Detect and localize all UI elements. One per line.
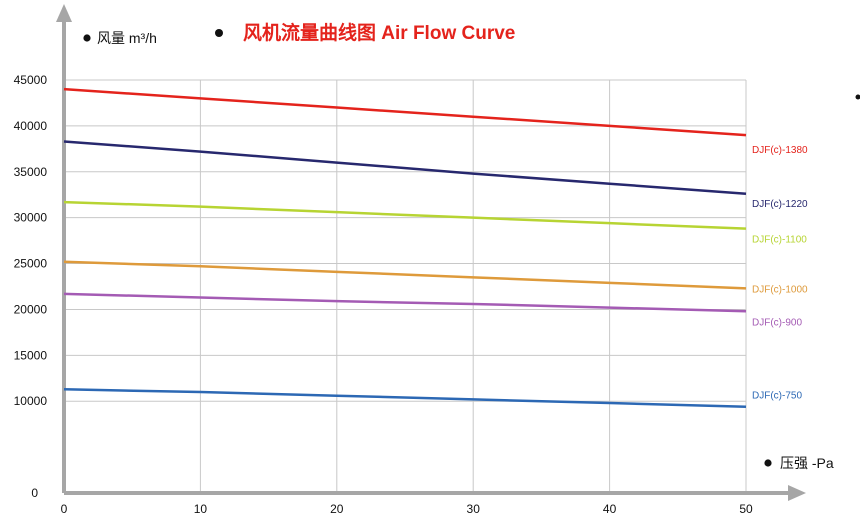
chart-title: 风机流量曲线图 Air Flow Curve <box>243 21 515 44</box>
x-tick-label-2: 20 <box>330 502 344 516</box>
series-line-0 <box>63 87 747 137</box>
y-tick-label-4: 25000 <box>14 257 48 271</box>
x-tick-label-3: 30 <box>467 502 481 516</box>
y-tick-label-1: 10000 <box>14 394 48 408</box>
x-tick-label-1: 10 <box>194 502 208 516</box>
title-bullet-icon <box>215 29 223 37</box>
y-axis-label: 风量 m³/h <box>97 30 157 46</box>
axes <box>56 4 806 501</box>
x-axis-label: 压强 -Pa <box>780 455 834 471</box>
ylabel-bullet-icon <box>83 34 91 42</box>
y-tick-label-2: 15000 <box>14 348 48 362</box>
series-lines <box>63 87 747 408</box>
series-label-5: DJF(c)-750 <box>752 391 802 402</box>
y-tick-label-5: 30000 <box>14 211 48 225</box>
series-line-3 <box>63 260 747 290</box>
series-label-1: DJF(c)-1220 <box>752 199 808 210</box>
series-labels: DJF(c)-1380 DJF(c)-1220 DJF(c)-1100 DJF(c)-… <box>752 145 808 402</box>
series-label-0: DJF(c)-1380 <box>752 145 808 156</box>
series-line-1 <box>63 140 747 196</box>
y-tick-label-6: 35000 <box>14 165 48 179</box>
series-label-3: DJF(c)-1000 <box>752 284 808 295</box>
x-tick-label-4: 40 <box>603 502 617 516</box>
x-tick-label-0: 0 <box>61 502 68 516</box>
series-line-5 <box>63 388 747 408</box>
y-tick-label-0: 0 <box>31 486 38 500</box>
y-tick-label-7: 40000 <box>14 119 48 133</box>
tick-labels: 0 10000 15000 20000 25000 30000 35000 40000 4500… <box>14 73 753 516</box>
series-line-2 <box>63 200 747 230</box>
y-tick-label-3: 20000 <box>14 302 48 316</box>
series-label-4: DJF(c)-900 <box>752 317 802 328</box>
y-axis-arrow-icon <box>56 4 72 22</box>
grid <box>64 79 747 493</box>
x-axis-arrow-icon <box>788 485 806 501</box>
decorative-dot-icon <box>855 94 860 100</box>
x-tick-label-5: 50 <box>739 502 753 516</box>
xlabel-bullet-icon <box>764 459 772 467</box>
y-tick-label-8: 45000 <box>14 73 48 87</box>
series-line-4 <box>63 292 747 313</box>
series-label-2: DJF(c)-1100 <box>752 235 807 246</box>
